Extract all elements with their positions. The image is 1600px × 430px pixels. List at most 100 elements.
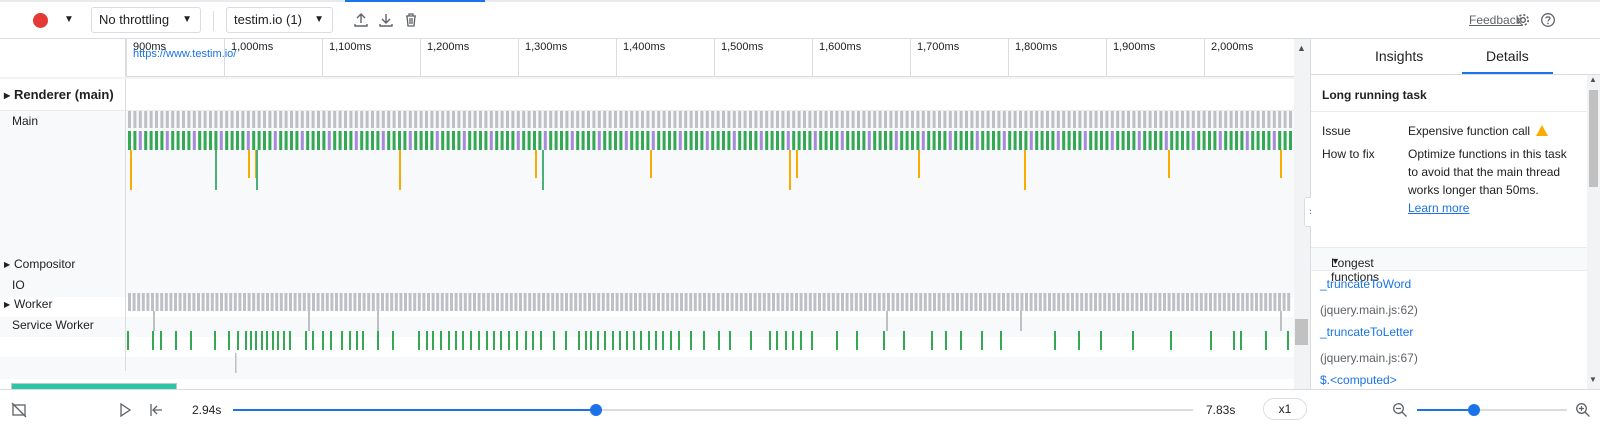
task-block[interactable] xyxy=(246,111,250,128)
task-block[interactable] xyxy=(387,111,391,128)
compositor-block[interactable] xyxy=(427,293,430,311)
task-block[interactable] xyxy=(1283,131,1287,150)
compositor-block[interactable] xyxy=(969,293,973,311)
compositor-block[interactable] xyxy=(417,293,421,311)
long-task-marker[interactable] xyxy=(1024,150,1026,190)
compositor-block[interactable] xyxy=(735,293,739,311)
task-block[interactable] xyxy=(1235,131,1238,150)
task-block[interactable] xyxy=(311,111,315,128)
task-block[interactable] xyxy=(965,111,968,128)
compositor-block[interactable] xyxy=(238,293,242,311)
task-block[interactable] xyxy=(1100,111,1103,128)
compositor-block[interactable] xyxy=(942,293,946,311)
task-block[interactable] xyxy=(435,131,439,150)
task-block[interactable] xyxy=(803,131,806,150)
compositor-block[interactable] xyxy=(790,293,794,311)
worker-block[interactable] xyxy=(856,331,858,350)
task-block[interactable] xyxy=(830,131,833,150)
task-block[interactable] xyxy=(468,111,472,128)
task-block[interactable] xyxy=(1137,111,1141,128)
task-block[interactable] xyxy=(1051,111,1055,128)
worker-block[interactable] xyxy=(356,331,358,350)
compositor-block[interactable] xyxy=(703,293,706,311)
compositor-block[interactable] xyxy=(776,293,780,311)
task-block[interactable] xyxy=(705,131,709,150)
task-block[interactable] xyxy=(716,111,720,128)
worker-block[interactable] xyxy=(1078,331,1080,350)
compositor-block[interactable] xyxy=(385,293,389,311)
long-task-marker[interactable] xyxy=(399,150,401,190)
task-block[interactable] xyxy=(1073,111,1076,128)
task-block[interactable] xyxy=(1175,131,1179,150)
task-block[interactable] xyxy=(543,131,547,150)
compositor-block[interactable] xyxy=(413,293,417,311)
task-block[interactable] xyxy=(209,131,212,150)
task-block[interactable] xyxy=(425,111,428,128)
compositor-block[interactable] xyxy=(431,293,435,311)
task-block[interactable] xyxy=(981,131,985,150)
compositor-block[interactable] xyxy=(514,293,518,311)
long-task-marker[interactable] xyxy=(130,150,132,190)
compositor-block[interactable] xyxy=(1057,293,1061,311)
compositor-block[interactable] xyxy=(1186,293,1189,311)
compositor-block[interactable] xyxy=(459,293,463,311)
task-block[interactable] xyxy=(1170,111,1174,128)
learn-more-link[interactable]: Learn more xyxy=(1408,201,1470,215)
task-block[interactable] xyxy=(1154,131,1157,150)
task-block[interactable] xyxy=(327,131,331,150)
task-block[interactable] xyxy=(219,111,223,128)
compositor-block[interactable] xyxy=(1002,293,1005,311)
task-block[interactable] xyxy=(997,111,1001,128)
compositor-block[interactable] xyxy=(1167,293,1171,311)
compositor-block[interactable] xyxy=(992,293,996,311)
compositor-block[interactable] xyxy=(496,293,499,311)
task-block[interactable] xyxy=(554,131,558,150)
compositor-block[interactable] xyxy=(997,293,1001,311)
task-block[interactable] xyxy=(1224,131,1228,150)
worker-block[interactable] xyxy=(960,331,962,350)
task-block[interactable] xyxy=(1256,111,1260,128)
task-block[interactable] xyxy=(1272,131,1276,150)
compositor-block[interactable] xyxy=(463,293,467,311)
worker-block[interactable] xyxy=(190,331,192,350)
compositor-block[interactable] xyxy=(532,293,536,311)
worker-block[interactable] xyxy=(525,331,527,350)
target-select[interactable]: testim.io (1) ▼ xyxy=(226,7,333,33)
compositor-block[interactable] xyxy=(721,293,725,311)
compositor-block[interactable] xyxy=(215,293,219,311)
worker-block[interactable] xyxy=(478,331,480,350)
task-block[interactable] xyxy=(781,111,785,128)
compositor-block[interactable] xyxy=(1241,293,1245,311)
task-block[interactable] xyxy=(981,111,985,128)
task-block[interactable] xyxy=(608,131,612,150)
task-block[interactable] xyxy=(862,111,866,128)
compositor-block[interactable] xyxy=(647,293,651,311)
compositor-block[interactable] xyxy=(822,293,826,311)
task-block[interactable] xyxy=(1229,131,1233,150)
task-block[interactable] xyxy=(376,111,380,128)
task-block[interactable] xyxy=(668,131,671,150)
compositor-block[interactable] xyxy=(923,293,927,311)
task-block[interactable] xyxy=(149,131,153,150)
task-block[interactable] xyxy=(1008,131,1012,150)
compositor-block[interactable] xyxy=(758,293,762,311)
function-link[interactable]: _truncateToLetter xyxy=(1320,325,1414,339)
worker-block[interactable] xyxy=(289,331,291,350)
task-block[interactable] xyxy=(257,111,261,128)
task-block[interactable] xyxy=(824,111,828,128)
compositor-block[interactable] xyxy=(450,293,453,311)
task-block[interactable] xyxy=(365,131,369,150)
task-block[interactable] xyxy=(149,111,153,128)
task-block[interactable] xyxy=(1056,111,1060,128)
compositor-block[interactable] xyxy=(1181,293,1185,311)
task-block[interactable] xyxy=(495,131,499,150)
task-block[interactable] xyxy=(986,111,990,128)
task-block[interactable] xyxy=(452,131,455,150)
task-block[interactable] xyxy=(992,111,995,128)
task-block[interactable] xyxy=(603,131,607,150)
task-block[interactable] xyxy=(506,111,509,128)
worker-block[interactable] xyxy=(1100,331,1102,350)
long-task-marker[interactable] xyxy=(650,150,652,178)
compositor-block[interactable] xyxy=(174,293,177,311)
task-block[interactable] xyxy=(176,131,180,150)
